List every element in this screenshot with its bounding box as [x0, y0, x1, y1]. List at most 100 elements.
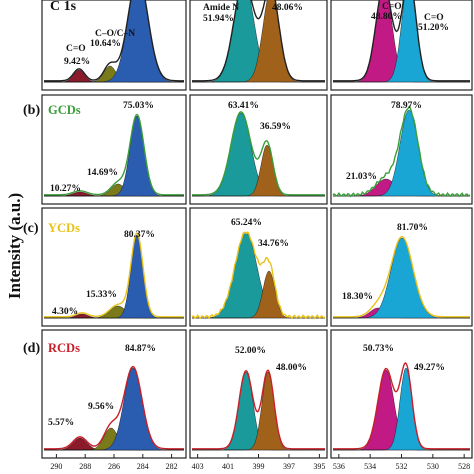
fitted-peak — [333, 109, 470, 197]
peak-percent-label: 21.03% — [346, 172, 377, 182]
x-tick-label: 403 — [192, 462, 204, 471]
fitted-peak — [44, 234, 184, 319]
label-o-co-pct: 48.80% — [371, 12, 402, 22]
x-tick-label: 532 — [396, 462, 408, 471]
panel-frame — [330, 207, 473, 327]
fitted-peak — [192, 144, 325, 197]
x-tick-label: 530 — [427, 462, 439, 471]
peak-percent-label: 34.76% — [258, 239, 289, 249]
peak-percent-label: 84.87% — [125, 344, 156, 354]
x-tick-label: 395 — [313, 462, 325, 471]
envelope-line — [192, 111, 325, 196]
envelope-line — [192, 369, 325, 450]
row-d-name: RCDs — [48, 341, 80, 355]
peak-percent-label: 4.30% — [52, 307, 78, 317]
panel-frame — [330, 0, 473, 91]
peak-percent-label: 36.59% — [260, 122, 291, 132]
row-c-tag: (c) — [23, 221, 39, 236]
envelope-line — [44, 113, 184, 196]
fitted-peak — [44, 115, 184, 197]
x-tick-label: 288 — [79, 462, 91, 471]
label-c-con-pct: 10.64% — [90, 39, 121, 49]
panel-plot — [333, 0, 470, 83]
panel-frame — [189, 0, 328, 91]
peak-percent-label: 63.41% — [228, 101, 259, 111]
fitted-peak — [333, 237, 470, 319]
fitted-peak — [44, 367, 184, 451]
panel-frame — [189, 207, 328, 327]
panel-frame — [41, 94, 187, 205]
label-c-co: C=O — [66, 44, 86, 54]
row-a-name: C 1s — [50, 0, 77, 14]
peak-percent-label: 14.69% — [87, 168, 118, 178]
peak-percent-label: 50.73% — [363, 344, 394, 354]
fitted-peak — [333, 367, 470, 451]
peak-percent-label: 49.27% — [414, 363, 445, 373]
panel-plot — [192, 111, 325, 197]
x-tick-label: 397 — [283, 462, 295, 471]
label-o-c2o: C=O — [424, 13, 444, 23]
panel-plot — [332, 105, 471, 198]
envelope-line — [191, 231, 326, 320]
label-c-con: C–O/C–N — [95, 29, 135, 39]
peak-percent-label: 81.70% — [397, 223, 428, 233]
panel-frame — [189, 94, 328, 205]
peak-percent-label: 80.37% — [124, 230, 155, 240]
envelope-line — [192, 0, 325, 82]
peak-percent-label: 78.97% — [391, 101, 422, 111]
peak-percent-label: 9.56% — [88, 402, 114, 412]
envelope-line — [44, 0, 184, 82]
envelope-line — [333, 0, 470, 82]
envelope-line — [44, 365, 184, 450]
x-tick-label: 290 — [50, 462, 62, 471]
label-n-second-pct: 48.06% — [272, 3, 303, 13]
x-tick-label: 399 — [253, 462, 265, 471]
fitted-peak — [192, 371, 325, 451]
panel-plot — [44, 232, 184, 319]
fitted-peak — [333, 0, 470, 83]
x-tick-label: 282 — [166, 462, 178, 471]
panel-plot — [333, 235, 470, 319]
peak-percent-label: 15.33% — [86, 290, 117, 300]
panel-frame — [330, 94, 473, 205]
x-tick-label: 284 — [137, 462, 149, 471]
panel-plot — [192, 0, 325, 83]
panel-plot — [44, 113, 184, 197]
peak-percent-label: 75.03% — [123, 101, 154, 111]
peak-percent-label: 10.27% — [50, 184, 81, 194]
panel-plot — [192, 369, 325, 451]
label-c-co-pct: 9.42% — [64, 57, 90, 67]
envelope-line — [333, 235, 470, 318]
fitted-peak — [192, 0, 325, 83]
peak-percent-label: 18.30% — [342, 292, 373, 302]
y-axis-label: Intensity (a.u.) — [5, 193, 24, 299]
x-tick-label: 401 — [222, 462, 234, 471]
panel-plot — [44, 365, 184, 451]
x-tick-label: 534 — [364, 462, 376, 471]
fitted-peak — [192, 270, 325, 319]
row-c-name: YCDs — [48, 221, 80, 235]
row-d-tag: (d) — [23, 341, 40, 356]
label-o-co: C=O — [382, 2, 402, 12]
panel-plot — [44, 0, 184, 83]
label-o-c2o-pct: 51.20% — [418, 23, 449, 33]
x-tick-label: 528 — [458, 462, 470, 471]
panel-plot — [333, 362, 470, 451]
row-b-name: GCDs — [48, 103, 81, 117]
peak-percent-label: 5.57% — [48, 418, 74, 428]
label-n-amide: Amide N — [203, 3, 239, 13]
panel-frame — [41, 0, 187, 91]
envelope-line — [333, 362, 470, 450]
panel-frame — [41, 207, 187, 327]
label-n-amide-pct: 51.94% — [203, 14, 234, 24]
panel-plot — [191, 231, 326, 320]
peak-percent-label: 48.00% — [276, 363, 307, 373]
x-tick-label: 286 — [108, 462, 120, 471]
row-b-tag: (b) — [23, 103, 40, 118]
x-tick-label: 536 — [333, 462, 345, 471]
peak-percent-label: 52.00% — [235, 346, 266, 356]
envelope-line — [44, 232, 184, 318]
peak-percent-label: 65.24% — [231, 218, 262, 228]
envelope-line — [332, 105, 471, 198]
